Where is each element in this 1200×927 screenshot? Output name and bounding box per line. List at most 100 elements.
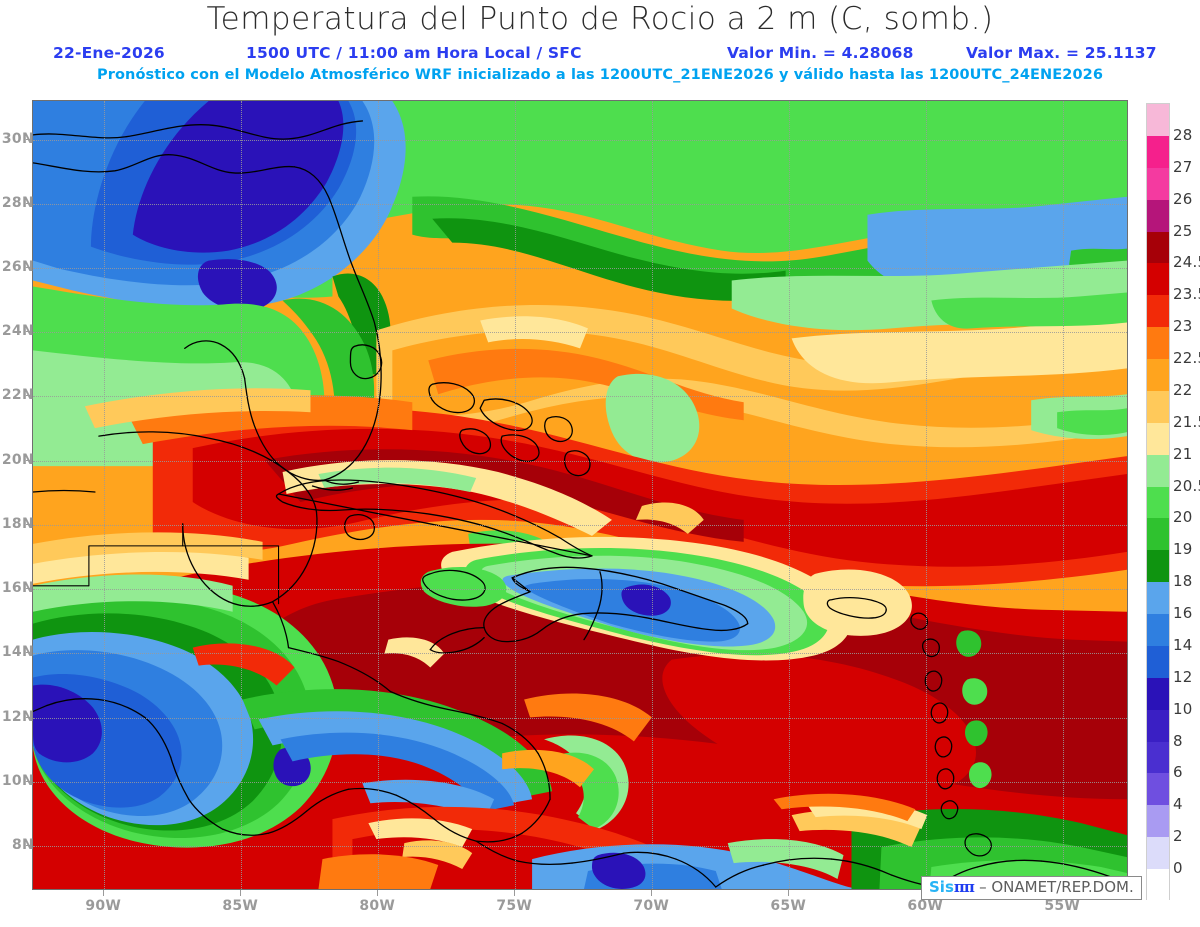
latitude-tick bbox=[26, 652, 32, 654]
colorbar-swatch bbox=[1147, 135, 1169, 169]
badge-sis-text: Sis bbox=[929, 878, 954, 896]
longitude-tick bbox=[240, 890, 242, 896]
latitude-label: 8N bbox=[11, 837, 34, 854]
colorbar-tick-label: 26 bbox=[1173, 189, 1193, 208]
longitude-tick bbox=[514, 890, 516, 896]
colorbar-swatch bbox=[1147, 869, 1169, 902]
forecast-date: 22-Ene-2026 bbox=[53, 44, 165, 62]
longitude-label: 75W bbox=[496, 898, 533, 914]
colorbar-tick-label: 10 bbox=[1173, 699, 1193, 718]
page-title: Temperatura del Punto de Rocio a 2 m (C,… bbox=[206, 1, 994, 37]
latitude-tick bbox=[26, 266, 32, 268]
latitude-label: 14N bbox=[1, 644, 34, 661]
colorbar-swatch bbox=[1147, 231, 1169, 264]
colorbar-tick-label: 22.5 bbox=[1173, 349, 1200, 368]
value-min-label: Valor Min. = 4.28068 bbox=[727, 44, 914, 62]
latitude-tick bbox=[26, 395, 32, 397]
longitude-label: 80W bbox=[359, 898, 396, 914]
longitude-tick bbox=[103, 890, 105, 896]
value-max-label: Valor Max. = 25.1137 bbox=[966, 44, 1157, 62]
colorbar-swatch bbox=[1147, 327, 1169, 360]
colorbar-tick-label: 23.5 bbox=[1173, 285, 1200, 304]
latitude-tick bbox=[26, 716, 32, 718]
colorbar-swatch bbox=[1147, 454, 1169, 488]
longitude-label: 65W bbox=[770, 898, 807, 914]
longitude-label: 90W bbox=[85, 898, 122, 914]
colorbar-tick-label: 18 bbox=[1173, 572, 1193, 591]
latitude-label: 30N bbox=[1, 130, 34, 147]
latitude-tick bbox=[26, 588, 32, 590]
latitude-label: 18N bbox=[1, 515, 34, 532]
colorbar-swatch bbox=[1147, 741, 1169, 775]
colorbar-tick-label: 19 bbox=[1173, 540, 1193, 559]
latitude-label: 20N bbox=[1, 451, 34, 468]
colorbar-tick-label: 2 bbox=[1173, 827, 1183, 846]
map-plot-area[interactable] bbox=[32, 100, 1128, 890]
colorbar-tick-label: 21.5 bbox=[1173, 412, 1200, 431]
latitude-tick bbox=[26, 459, 32, 461]
latitude-tick bbox=[26, 138, 32, 140]
longitude-label: 60W bbox=[907, 898, 944, 914]
colorbar-tick-label: 20.5 bbox=[1173, 476, 1200, 495]
colorbar-tick-label: 12 bbox=[1173, 667, 1193, 686]
longitude-label: 85W bbox=[222, 898, 259, 914]
longitude-tick bbox=[788, 890, 790, 896]
latitude-label: 16N bbox=[1, 580, 34, 597]
latitude-tick bbox=[26, 780, 32, 782]
colorbar-tick-label: 27 bbox=[1173, 157, 1193, 176]
colorbar-tick-label: 14 bbox=[1173, 635, 1193, 654]
colorbar-swatch bbox=[1147, 422, 1169, 456]
badge-org-text: – ONAMET/REP.DOM. bbox=[979, 878, 1134, 896]
colorbar-tick-label: 24.5 bbox=[1173, 253, 1200, 272]
latitude-label: 10N bbox=[1, 772, 34, 789]
colorbar-swatch bbox=[1147, 263, 1169, 296]
badge-tt-logo: ππ bbox=[953, 878, 975, 896]
latitude-tick bbox=[26, 202, 32, 204]
colorbar-tick-label: 0 bbox=[1173, 859, 1183, 878]
colorbar-tick-label: 20 bbox=[1173, 508, 1193, 527]
colorbar-tick-label: 4 bbox=[1173, 795, 1183, 814]
longitude-label: 55W bbox=[1044, 898, 1081, 914]
colorbar-swatch bbox=[1147, 359, 1169, 392]
colorbar-swatch bbox=[1147, 677, 1169, 711]
colorbar-swatch bbox=[1147, 518, 1169, 551]
longitude-label: 70W bbox=[633, 898, 670, 914]
colorbar-swatch bbox=[1147, 837, 1169, 870]
header-line-2: 22-Ene-2026 1500 UTC / 11:00 am Hora Loc… bbox=[0, 44, 1200, 64]
colorbar-tick-label: 28 bbox=[1173, 125, 1193, 144]
colorbar-swatch bbox=[1147, 645, 1169, 679]
latitude-tick bbox=[26, 523, 32, 525]
colorbar-tick-label: 22 bbox=[1173, 380, 1193, 399]
latitude-tick bbox=[26, 845, 32, 847]
latitude-label: 26N bbox=[1, 258, 34, 275]
colorbar-swatch bbox=[1147, 295, 1169, 328]
colorbar-swatch bbox=[1147, 390, 1169, 424]
colorbar-swatch bbox=[1147, 199, 1169, 233]
forecast-time: 1500 UTC / 11:00 am Hora Local / SFC bbox=[246, 44, 582, 62]
colorbar-swatch bbox=[1147, 104, 1169, 137]
latitude-label: 22N bbox=[1, 387, 34, 404]
latitude-label: 24N bbox=[1, 323, 34, 340]
colorbar-swatch bbox=[1147, 709, 1169, 743]
colorbar-tick-label: 23 bbox=[1173, 317, 1193, 336]
latitude-tick bbox=[26, 331, 32, 333]
coastline-overlay bbox=[33, 120, 1127, 888]
model-note: Pronóstico con el Modelo Atmosférico WRF… bbox=[96, 67, 1104, 83]
colorbar-swatch bbox=[1147, 167, 1169, 201]
colorbar-tick-label: 25 bbox=[1173, 221, 1193, 240]
colorbar-swatch bbox=[1147, 550, 1169, 583]
longitude-tick bbox=[377, 890, 379, 896]
colorbar-tick-label: 21 bbox=[1173, 444, 1193, 463]
colorbar-swatch bbox=[1147, 486, 1169, 520]
longitude-tick bbox=[651, 890, 653, 896]
attribution-badge: Sisππ – ONAMET/REP.DOM. bbox=[921, 876, 1142, 900]
latitude-label: 12N bbox=[1, 708, 34, 725]
colorbar-swatch bbox=[1147, 614, 1169, 647]
colorbar-swatch bbox=[1147, 773, 1169, 806]
dewpoint-shaded-contours bbox=[33, 101, 1127, 889]
colorbar-tick-label: 16 bbox=[1173, 604, 1193, 623]
colorbar-tick-label: 6 bbox=[1173, 763, 1183, 782]
dewpoint-field bbox=[33, 101, 1127, 889]
colorbar[interactable] bbox=[1146, 103, 1170, 902]
